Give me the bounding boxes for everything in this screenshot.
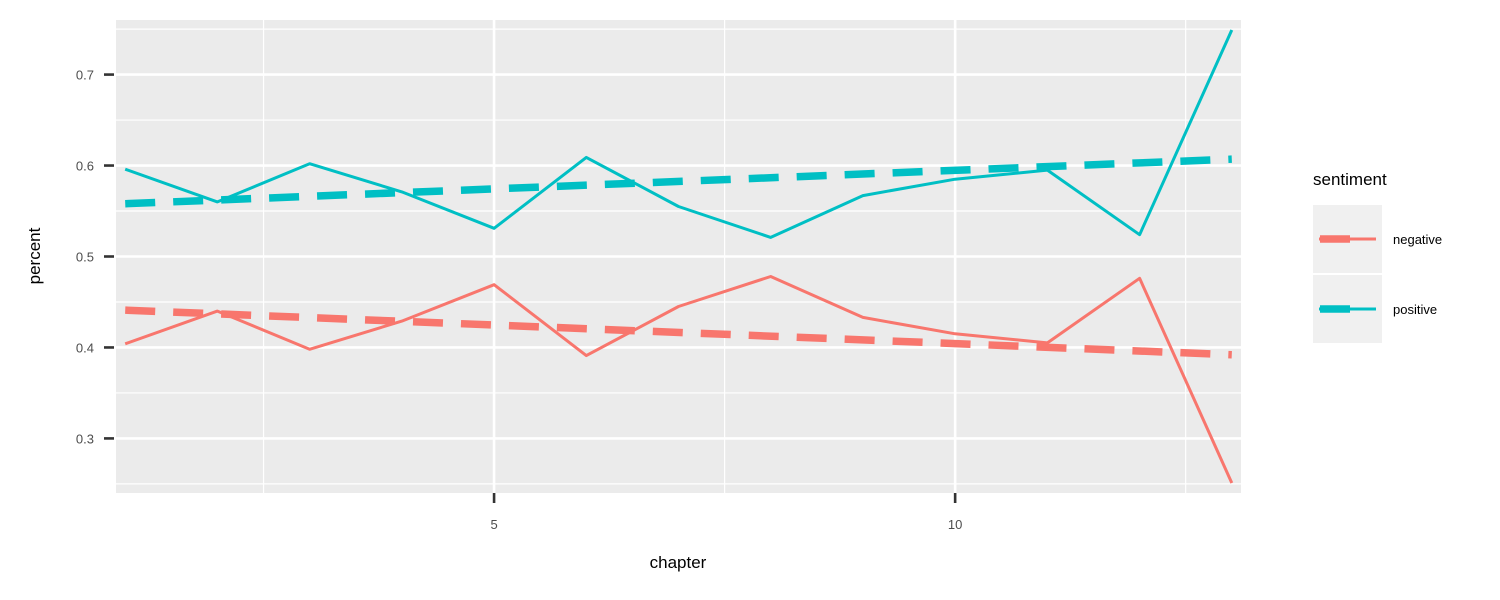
y-tick-label: 0.3 xyxy=(76,431,94,446)
y-tick-label: 0.7 xyxy=(76,68,94,83)
y-tick-label: 0.6 xyxy=(76,159,94,174)
x-tick-label: 5 xyxy=(490,517,497,532)
tick-labels: 5 10 0.3 0.4 0.5 0.6 0.7 xyxy=(76,68,962,532)
negative-trend-line xyxy=(125,306,1232,359)
y-tick-label: 0.5 xyxy=(76,250,94,265)
x-tick-label: 10 xyxy=(948,517,962,532)
y-axis-title: percent xyxy=(25,227,44,284)
legend-items: negative positive xyxy=(1313,205,1442,343)
positive-series-line xyxy=(124,29,1234,239)
legend: sentiment negative positive xyxy=(1313,170,1442,343)
series-lines xyxy=(124,29,1234,484)
x-axis-title: chapter xyxy=(650,553,707,572)
legend-label-positive: positive xyxy=(1393,302,1437,317)
positive-trend-line xyxy=(125,155,1232,208)
trend-lines xyxy=(125,155,1232,359)
y-tick-label: 0.4 xyxy=(76,340,94,355)
major-gridlines xyxy=(116,20,1241,493)
legend-title: sentiment xyxy=(1313,170,1387,189)
negative-series-line xyxy=(124,275,1234,484)
axis-ticks xyxy=(104,73,957,503)
legend-label-negative: negative xyxy=(1393,232,1442,247)
